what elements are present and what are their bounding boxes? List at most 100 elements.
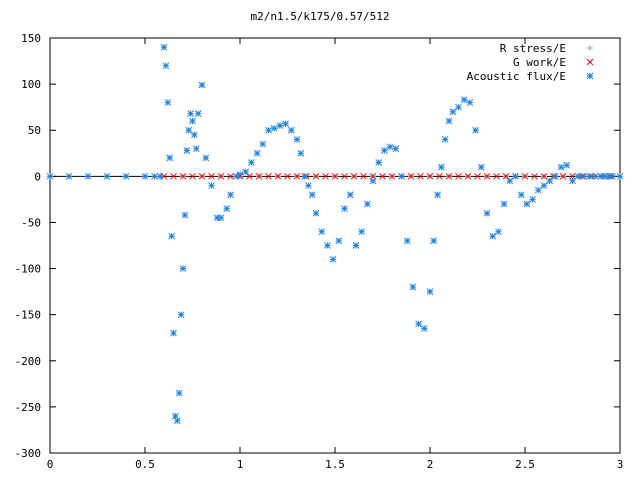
y-tick-label: -50 [21,216,41,229]
data-point [65,172,73,180]
data-point [591,172,599,180]
data-point [489,232,497,240]
data-point [122,172,130,180]
data-point [506,177,514,185]
data-point [523,200,531,208]
data-point [322,172,329,180]
data-point [308,191,316,199]
data-point [493,172,500,180]
data-point [293,172,301,180]
data-point [175,389,183,397]
data-point [293,136,301,143]
data-point [287,126,295,134]
data-point [483,209,491,217]
x-tick-label: 2 [427,458,434,471]
data-point [386,143,394,151]
y-tick-label: 0 [34,170,41,183]
data-point [183,147,191,154]
data-point [194,110,202,117]
data-point [609,172,616,180]
data-point [179,172,187,180]
data-point [436,172,443,180]
legend-label: R stress/E [500,42,566,55]
legend-label: G work/E [513,56,566,69]
data-point [160,43,168,51]
data-point [495,228,502,236]
data-point [483,172,491,180]
y-tick-label: 100 [21,78,41,91]
data-point [259,140,267,148]
data-point [502,172,510,180]
data-point [170,329,177,337]
data-point [546,177,554,185]
data-point [198,172,206,180]
y-tick-label: -200 [15,355,42,368]
data-point [517,191,525,199]
data-point [563,161,571,169]
y-tick-label: -250 [15,401,42,414]
data-point [312,209,320,217]
data-point [162,62,170,70]
data-point [192,145,200,153]
data-point [141,172,149,180]
plot-area-frame [49,37,621,454]
data-point [586,172,593,180]
data-point [341,172,348,180]
data-point [415,320,422,328]
data-point [179,265,187,272]
data-point [312,172,320,180]
y-tick-label: 50 [28,124,41,137]
y-tick-label: -100 [15,263,42,276]
data-point [274,172,282,180]
data-point [392,145,400,153]
data-point [426,172,434,180]
x-tick-label: 2.5 [515,458,535,471]
legend-marker [587,45,593,51]
data-point [403,237,411,245]
data-point [474,172,481,180]
data-point [151,172,158,180]
data-point [248,159,255,166]
data-point [170,172,177,180]
data-points [46,43,624,425]
data-point [445,117,453,125]
data-point [164,99,172,106]
x-axis-ticks: 0 0.5 1 1.5 2 2.5 3 [47,38,623,471]
data-point [270,125,278,132]
data-point [341,205,348,212]
data-point [531,172,538,180]
data-point [369,177,377,185]
data-point [202,154,210,162]
data-point [360,172,367,180]
data-point [466,99,474,106]
data-point [46,172,54,180]
data-point [276,122,284,129]
y-tick-label: -150 [15,309,42,322]
data-point [430,237,438,245]
data-point [569,177,576,185]
chart-title: m2/n1.5/k175/0.57/512 [250,10,389,23]
data-point [227,172,234,180]
data-point [185,126,193,134]
data-point [189,172,196,180]
data-point [282,120,289,128]
data-point [324,242,331,249]
data-point [521,172,529,180]
data-point [329,255,337,263]
data-point [477,163,485,171]
data-point [464,172,472,180]
x-tick-label: 0 [47,458,54,471]
data-point [352,242,360,249]
data-point [84,172,92,180]
data-point [500,200,508,208]
data-point [420,325,428,332]
y-tick-label: -300 [15,447,42,460]
data-point [284,172,291,180]
data-point [398,172,405,180]
data-point [103,172,111,180]
data-point [208,172,215,180]
legend-marker [586,58,594,66]
data-point [156,172,164,180]
